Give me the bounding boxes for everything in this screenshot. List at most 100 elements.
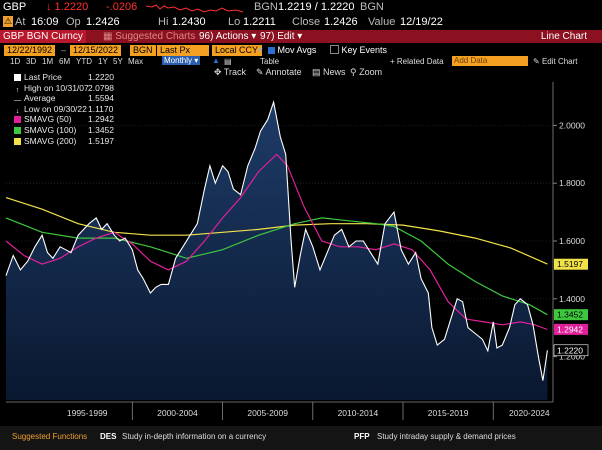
source-field[interactable]: BGN — [130, 45, 156, 56]
edit-number: 97) — [260, 31, 275, 42]
news-tool[interactable]: ▤ News — [312, 67, 346, 77]
security-name[interactable]: GBP BGN Curncy — [0, 30, 86, 43]
value-tag: 1.5197 — [557, 259, 583, 269]
actions-menu[interactable]: 96) Actions ▾ — [199, 31, 257, 42]
legend-item: SMAVG (50) 1.2942 — [14, 114, 114, 125]
low-arrow-icon: ↓ — [15, 107, 20, 115]
chart-type-label: Line Chart — [540, 31, 587, 42]
value-tag: 1.2942 — [557, 324, 583, 334]
chart-tools: ✥ Track ✎ Annotate ▤ News ⚲ Zoom — [0, 67, 602, 80]
alert-icon[interactable]: ⚠ — [3, 16, 13, 27]
value-date: 12/19/22 — [400, 16, 443, 28]
legend-value: 1.3452 — [88, 124, 114, 135]
high-value: 1.2430 — [172, 16, 206, 28]
bar-chart-icon[interactable]: ▤ — [224, 57, 232, 66]
zoom-tool[interactable]: ⚲ Zoom — [350, 67, 383, 77]
end-date-field[interactable]: 12/15/2022 — [70, 45, 122, 56]
legend-value: 2.0798 — [88, 82, 114, 93]
close-label: Close — [292, 16, 321, 28]
period-row: 1D 3D 1M 6M YTD 1Y 5Y Max Monthly ▾ ▲ ▤ … — [0, 56, 602, 67]
open-label: Op — [66, 16, 81, 28]
sparkline — [146, 4, 244, 13]
pfp-function-text[interactable]: Study intraday supply & demand prices — [377, 432, 516, 441]
value-tag: 1.3452 — [557, 310, 583, 320]
des-function-text[interactable]: Study in-depth information on a currency — [122, 432, 267, 441]
start-date-field[interactable]: 12/22/1992 — [4, 45, 56, 56]
table-button[interactable]: Table — [260, 57, 280, 66]
x-tick-label: 2005-2009 — [247, 408, 288, 418]
field-select[interactable]: Last Px — [157, 45, 209, 56]
period-3d[interactable]: 3D — [26, 57, 37, 66]
input-row: 12/22/1992 – 12/15/2022 BGN Last Px Loca… — [0, 44, 602, 57]
checkbox-empty-icon — [330, 45, 339, 54]
annotate-tool[interactable]: ✎ Annotate — [256, 67, 302, 77]
period-max[interactable]: Max — [128, 57, 144, 66]
period-1y[interactable]: 1Y — [98, 57, 108, 66]
track-tool[interactable]: ✥ Track — [214, 67, 247, 77]
add-data-field[interactable]: Add Data — [452, 56, 528, 66]
y-tick-label: 1.4000 — [559, 294, 585, 304]
bid-ask-source: BGN — [254, 1, 278, 13]
quote-header: GBP ↓ 1.2220 -.0206 BGN 1.2219 / 1.2220 … — [0, 0, 602, 15]
price-area — [6, 102, 548, 400]
actions-number: 96) — [199, 31, 214, 42]
function-bar: GBP BGN Curncy ▦ Suggested Charts 96) Ac… — [0, 30, 602, 43]
legend-value: 1.2220 — [88, 72, 114, 82]
frequency-select[interactable]: Monthly ▾ — [162, 56, 201, 65]
legend-item: SMAVG (100) 1.3452 — [14, 125, 114, 136]
period-6m[interactable]: 6M — [59, 57, 71, 66]
sma200-line — [5, 197, 548, 265]
annotate-label: Annotate — [265, 67, 302, 77]
value-tags: 1.5197 1.3452 1.2942 1.2220 — [553, 258, 589, 357]
legend-label: Last Price — [24, 72, 62, 82]
ticker: GBP — [3, 1, 27, 13]
low-value: 1.2211 — [243, 16, 276, 28]
sma100-line — [5, 217, 548, 316]
x-tick-label: 2015-2019 — [428, 408, 469, 418]
currency-dropdown-icon[interactable]: ▾ — [258, 45, 263, 55]
period-ytd[interactable]: YTD — [76, 57, 92, 66]
des-function-code[interactable]: DES — [100, 432, 117, 441]
y-tick-label: 1.2000 — [559, 352, 585, 362]
key-events-toggle[interactable]: Key Events — [330, 45, 387, 55]
period-5y[interactable]: 5Y — [113, 57, 123, 66]
legend-swatch — [14, 137, 21, 145]
y-tick-label: 1.6000 — [559, 236, 585, 246]
price-chart[interactable]: 1.2000 1.4000 1.6000 1.8000 2.0000 1995-1999 2… — [0, 80, 602, 426]
average-dash-icon: — — [14, 97, 21, 105]
value-tag-bg — [554, 309, 588, 321]
legend-swatch — [14, 116, 21, 124]
legend-value: 1.5197 — [88, 135, 114, 146]
at-label: At — [15, 16, 26, 28]
x-tick-label: 2020-2024 — [509, 408, 550, 418]
news-label: News — [323, 67, 346, 77]
value-tag: 1.2220 — [557, 345, 583, 355]
period-1d[interactable]: 1D — [10, 57, 21, 66]
suggested-functions-label[interactable]: Suggested Functions — [12, 432, 88, 441]
related-data-button[interactable]: + Related Data — [390, 57, 444, 66]
actions-label: Actions — [215, 31, 249, 42]
legend-value: 1.2942 — [88, 114, 114, 125]
period-1m[interactable]: 1M — [42, 57, 54, 66]
currency-select[interactable]: Local CCY — [212, 45, 262, 56]
bid-ask-source-2: BGN — [360, 1, 384, 13]
quote-details: ⚠ At 16:09 Op 1.2426 Hi 1.2430 Lo 1.2211… — [0, 15, 602, 30]
last-price: ↓ 1.2220 — [46, 1, 89, 13]
chart-legend: Last Price 1.2220 ↑ High on 10/31/07 2.0798 —… — [14, 72, 114, 146]
pfp-function-code[interactable]: PFP — [354, 432, 370, 441]
mov-avgs-toggle[interactable]: Mov Avgs — [268, 45, 316, 55]
x-tick-label: 2000-2004 — [157, 408, 198, 418]
bid-ask: 1.2219 / 1.2220 — [278, 1, 355, 13]
legend-value: 1.1170 — [88, 103, 114, 114]
legend-label: Average — [24, 93, 56, 104]
value-tag-bg — [554, 258, 588, 270]
edit-label: Edit — [277, 31, 295, 42]
x-tick-label: 2010-2014 — [338, 408, 379, 418]
legend-item: ↑ High on 10/31/07 2.0798 — [14, 83, 114, 94]
suggested-charts-button[interactable]: ▦ Suggested Charts — [103, 31, 196, 42]
line-chart-icon[interactable]: ▲ — [212, 56, 220, 65]
edit-chart-label: Edit Chart — [541, 57, 578, 66]
edit-menu[interactable]: 97) Edit ▾ — [260, 31, 303, 42]
legend-label: SMAVG (200) — [24, 135, 77, 146]
edit-chart-button[interactable]: ✎ Edit Chart — [533, 57, 578, 66]
